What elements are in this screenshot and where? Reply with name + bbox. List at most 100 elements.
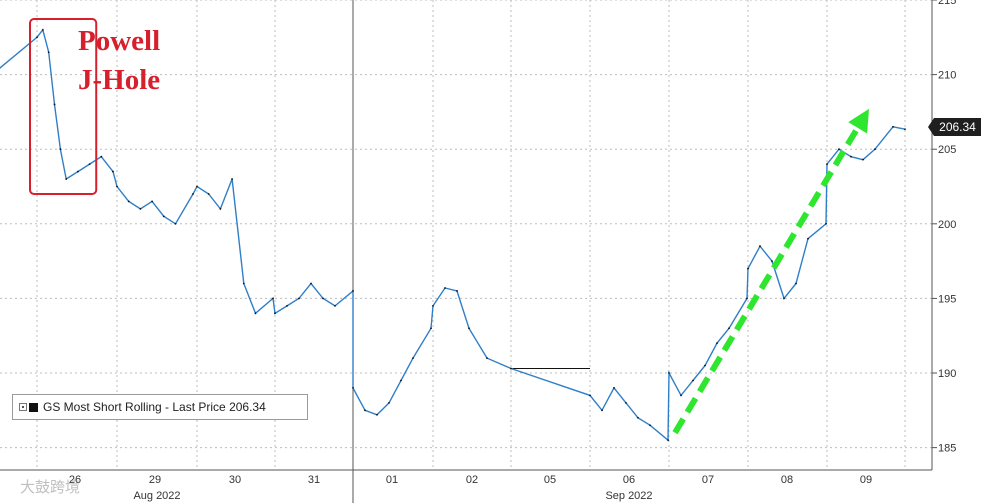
- series-point: [704, 364, 706, 367]
- trend-arrow-head: [848, 108, 869, 134]
- series-point: [231, 178, 233, 180]
- series-point: [47, 51, 50, 54]
- series-point: [668, 372, 670, 374]
- series-point: [444, 287, 446, 289]
- x-tick-label: 02: [466, 474, 478, 486]
- series-point: [127, 200, 130, 203]
- series-point: [486, 357, 488, 359]
- series-point: [759, 245, 761, 248]
- series-point: [53, 103, 56, 106]
- series-layer: [0, 28, 906, 442]
- series-point: [41, 28, 44, 31]
- x-tick-label: 07: [702, 474, 714, 486]
- series-point: [59, 148, 62, 151]
- x-tick-label: 26: [69, 474, 81, 486]
- x-tick-label: 31: [308, 474, 320, 486]
- annotation-layer: [29, 18, 869, 435]
- series-point: [310, 282, 312, 285]
- series-point: [274, 312, 276, 315]
- series-point: [219, 207, 222, 210]
- series-point: [746, 297, 748, 300]
- y-tick-label: 200: [938, 219, 956, 231]
- series-point: [432, 304, 434, 307]
- series-point: [637, 416, 639, 419]
- series-point: [272, 297, 274, 300]
- y-tick-label: 210: [938, 70, 956, 82]
- series-point: [680, 394, 682, 397]
- x-tick-label: 05: [544, 474, 556, 486]
- series-point: [904, 128, 906, 131]
- x-month-label: Aug 2022: [133, 490, 180, 502]
- series-point: [456, 290, 458, 292]
- legend: GS Most Short Rolling - Last Price 206.3…: [12, 394, 308, 420]
- series-point: [352, 290, 354, 292]
- series-point: [430, 327, 432, 330]
- series-point: [88, 163, 91, 166]
- x-tick-label: 29: [149, 474, 161, 486]
- series-point: [412, 357, 414, 359]
- series-point: [589, 394, 591, 397]
- series-point: [65, 178, 68, 180]
- series-point: [892, 125, 894, 128]
- series-point: [207, 193, 210, 195]
- x-tick-label: 01: [386, 474, 398, 486]
- series-point: [747, 267, 749, 270]
- series-point: [364, 409, 366, 412]
- series-point: [728, 327, 730, 330]
- annotation-line-1: Powell: [78, 25, 161, 57]
- series-point: [334, 304, 336, 307]
- series-point: [613, 387, 615, 389]
- annotation-text: Powell J-Hole: [78, 22, 198, 100]
- series-point: [322, 297, 324, 300]
- series-point: [862, 158, 864, 161]
- series-point: [771, 260, 773, 263]
- series-point: [174, 222, 177, 225]
- legend-toggle-icon[interactable]: [19, 403, 27, 411]
- series-point: [116, 185, 118, 188]
- series-point: [649, 424, 651, 427]
- series-point: [298, 297, 300, 300]
- series-point: [196, 185, 198, 188]
- series-point: [850, 155, 852, 158]
- series-point: [192, 193, 194, 195]
- annotation-line-2: J-Hole: [78, 64, 161, 96]
- y-tick-label: 185: [938, 443, 956, 455]
- series-point: [874, 148, 876, 151]
- highlight-box: [29, 18, 98, 195]
- y-tick-label: 205: [938, 144, 956, 156]
- series-point: [162, 215, 165, 218]
- series-point: [795, 282, 797, 285]
- series-point: [151, 200, 153, 203]
- series-point: [388, 401, 390, 404]
- x-tick-label: 06: [623, 474, 635, 486]
- x-month-label: Sep 2022: [605, 490, 652, 502]
- x-tick-label: 09: [860, 474, 872, 486]
- series-point: [286, 304, 288, 307]
- series-point: [807, 237, 809, 240]
- series-point: [400, 379, 402, 382]
- series-point: [692, 379, 694, 382]
- legend-label: GS Most Short Rolling - Last Price 206.3…: [43, 400, 266, 414]
- y-tick-label: 215: [938, 0, 956, 7]
- series-point: [139, 207, 142, 210]
- series-point: [100, 155, 103, 158]
- series-point: [254, 312, 257, 315]
- trend-arrow-shaft: [672, 126, 861, 435]
- series-point: [601, 409, 603, 412]
- series-point: [783, 297, 785, 300]
- series-point: [838, 148, 840, 151]
- series-point: [825, 222, 827, 225]
- series-point: [36, 36, 38, 39]
- last-price-badge: 206.34: [928, 118, 981, 136]
- series-point: [352, 387, 354, 389]
- y-tick-label: 195: [938, 293, 956, 305]
- series-point: [716, 342, 718, 345]
- series-point: [826, 163, 828, 166]
- legend-swatch-icon: [29, 402, 38, 412]
- series-point: [468, 327, 470, 330]
- x-tick-label: 30: [229, 474, 241, 486]
- watermark-text: 大鼓跨境: [20, 478, 81, 496]
- y-tick-label: 190: [938, 368, 956, 380]
- series-point: [376, 413, 378, 416]
